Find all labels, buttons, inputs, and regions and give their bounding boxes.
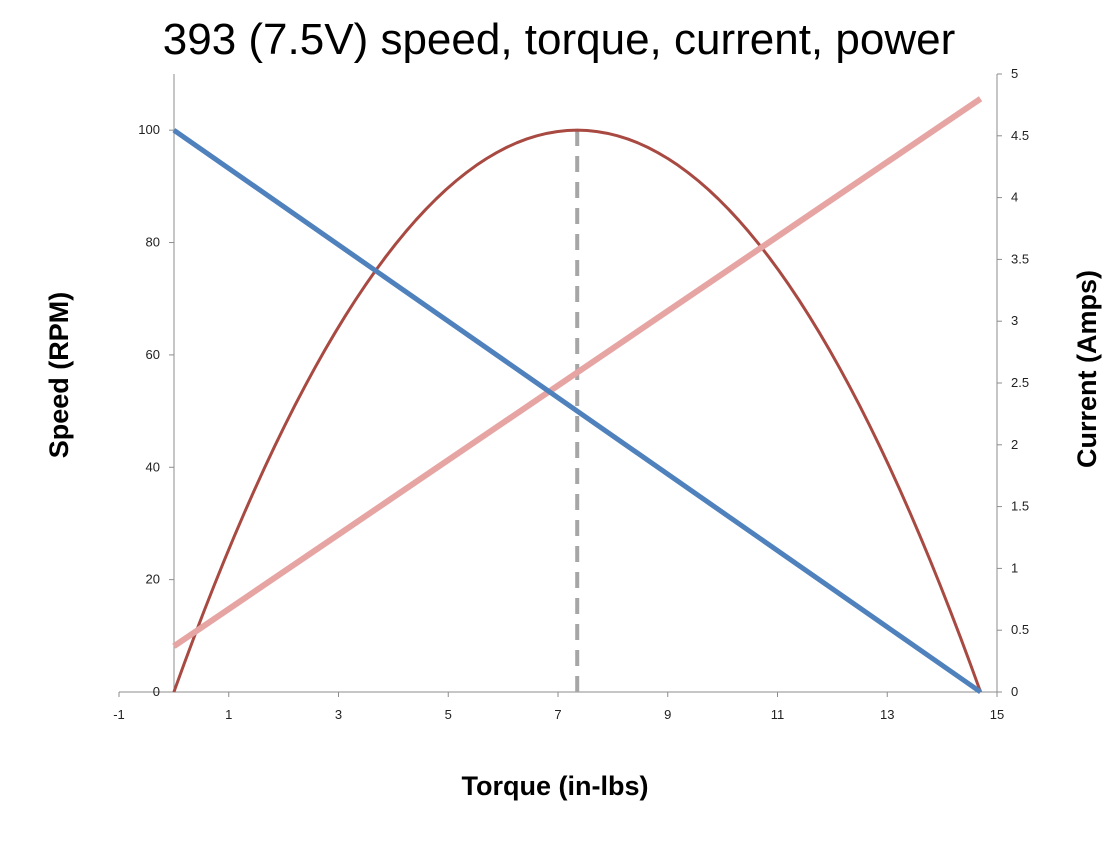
speed-line (172, 128, 982, 695)
axes: -1 1 3 5 7 9 11 13 1502040608010000.511.522.533.… (113, 66, 1029, 722)
power-curve (172, 128, 982, 693)
chart-title: 393 (7.5V) speed, torque, current, power (163, 15, 955, 64)
y2-tick-label: 0 (1011, 684, 1018, 699)
x-tick-label: 3 (335, 707, 342, 722)
y2-tick-label: 5 (1011, 66, 1018, 81)
x-tick-label: 5 (445, 707, 452, 722)
y-tick-label: 0 (153, 684, 160, 699)
y2-tick-label: 4 (1011, 190, 1018, 205)
series-layer (172, 96, 983, 695)
x-tick-label: 1 (225, 707, 232, 722)
y-axis-title: Speed (RPM) (44, 292, 74, 459)
y2-tick-label: 3 (1011, 313, 1018, 328)
x-tick-label: 7 (554, 707, 561, 722)
y-tick-label: 20 (146, 572, 160, 587)
y2-tick-label: 3.5 (1011, 251, 1029, 266)
x-tick-label: 15 (990, 707, 1004, 722)
x-tick-label: 9 (664, 707, 671, 722)
x-tick-label: -1 (113, 707, 125, 722)
x-axis-title: Torque (in-lbs) (462, 771, 649, 801)
y2-tick-label: 1.5 (1011, 499, 1029, 514)
y2-tick-label: 2.5 (1011, 375, 1029, 390)
y2-tick-label: 2 (1011, 437, 1018, 452)
y-tick-label: 40 (146, 459, 160, 474)
y2-tick-label: 0.5 (1011, 622, 1029, 637)
x-tick-label: 13 (880, 707, 894, 722)
y2-axis-title: Current (Amps) (1072, 270, 1102, 468)
x-tick-label: 11 (771, 707, 785, 722)
y-tick-label: 100 (138, 122, 160, 137)
y2-tick-label: 4.5 (1011, 128, 1029, 143)
y2-tick-label: 1 (1011, 560, 1018, 575)
y-tick-label: 80 (146, 235, 160, 250)
current-line (172, 96, 983, 649)
y-tick-label: 60 (146, 347, 160, 362)
